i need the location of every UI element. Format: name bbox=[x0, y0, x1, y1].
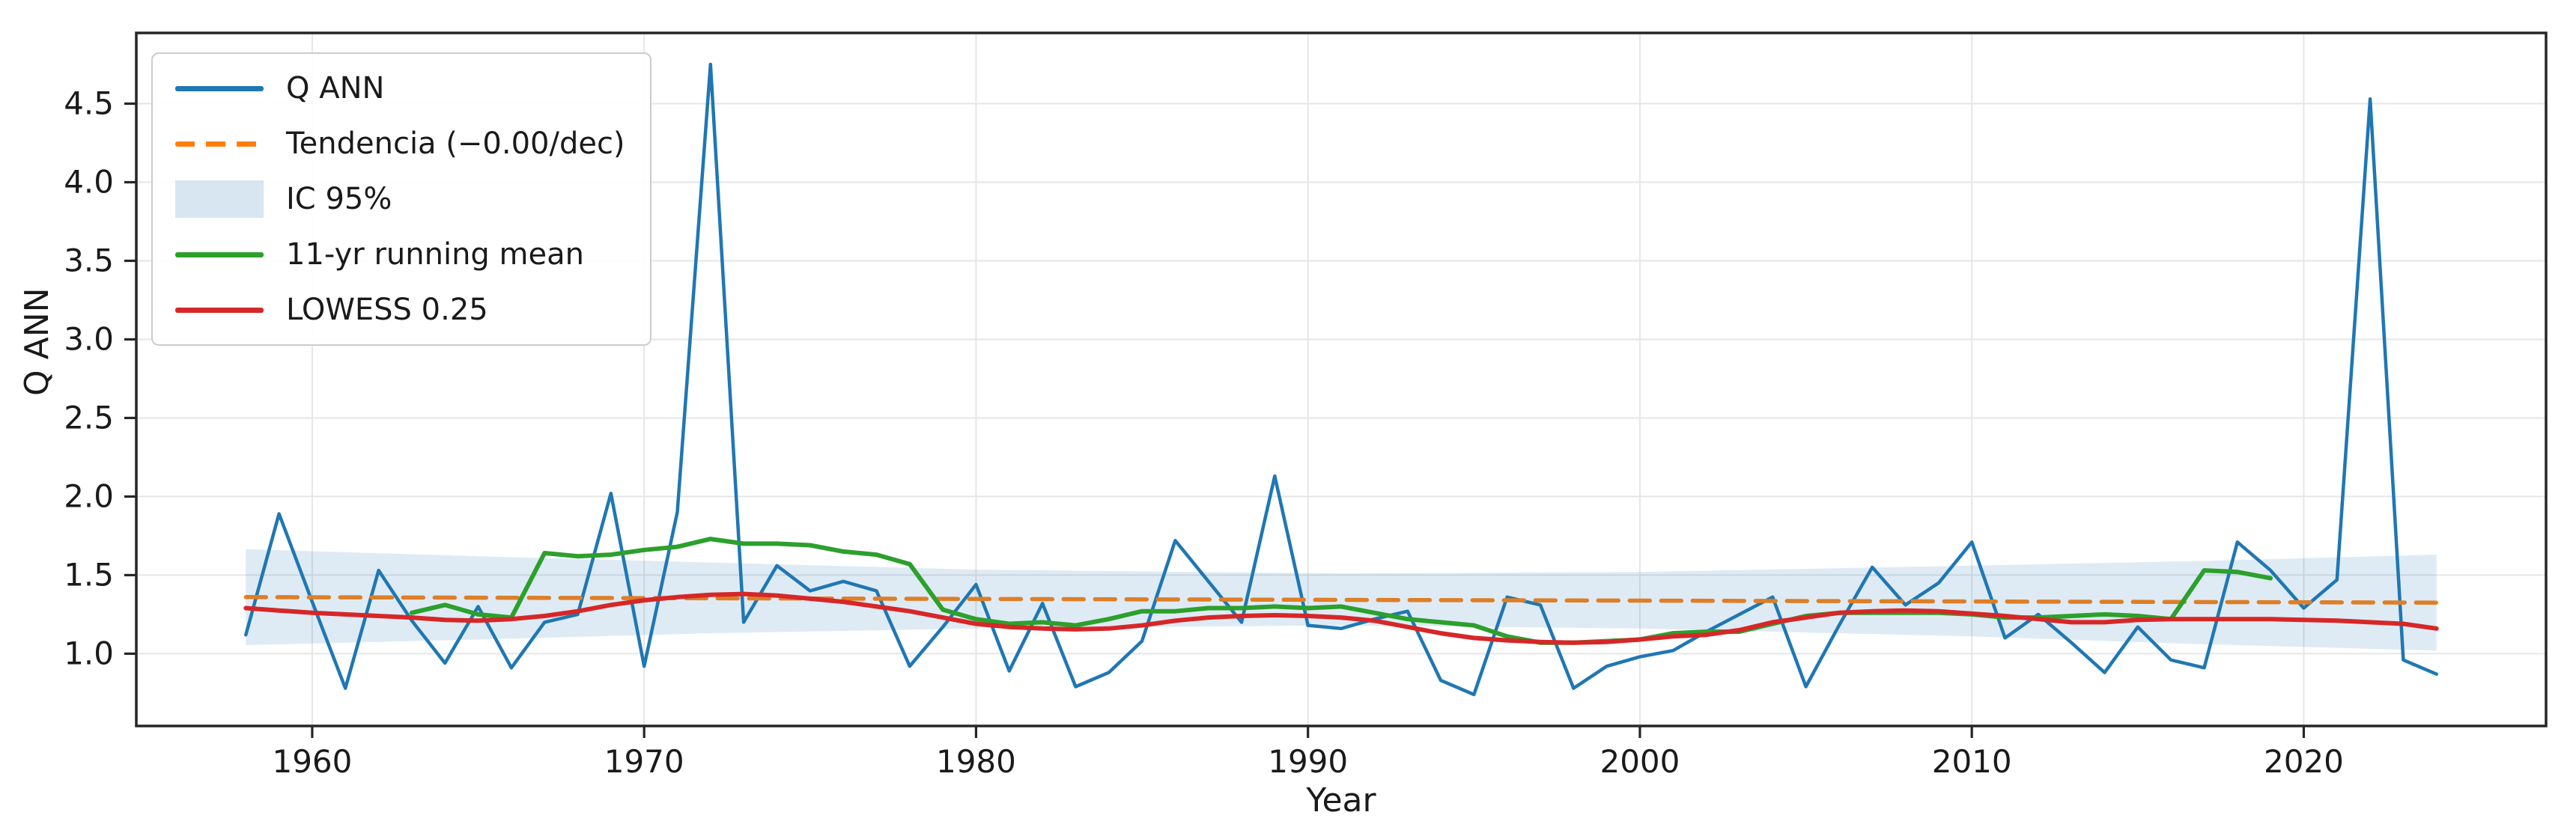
y-axis-label: Q ANN bbox=[18, 287, 56, 396]
legend-solid-handle-icon bbox=[175, 251, 264, 257]
x-tick-label: 2000 bbox=[1600, 743, 1680, 780]
x-tick-label: 1990 bbox=[1268, 743, 1348, 780]
legend-label: IC 95% bbox=[286, 182, 392, 216]
x-tick-label: 1980 bbox=[936, 743, 1016, 780]
legend-entry: Q ANN bbox=[175, 69, 628, 108]
y-tick-label: 1.0 bbox=[64, 635, 114, 671]
y-tick-label: 3.0 bbox=[64, 320, 114, 357]
x-tick-label: 2010 bbox=[1932, 743, 2012, 780]
legend-box: Q ANN Tendencia (−0.00/dec) IC 95% 11-yr ru… bbox=[151, 52, 651, 346]
legend-label: LOWESS 0.25 bbox=[286, 293, 488, 327]
lowess-line bbox=[243, 591, 2439, 645]
legend-label: Tendencia (−0.00/dec) bbox=[286, 126, 625, 161]
x-tick-label: 1970 bbox=[604, 743, 684, 780]
legend-entry: 11-yr running mean bbox=[175, 235, 628, 274]
x-tick-label: 2020 bbox=[2264, 743, 2344, 780]
legend-patch-handle-icon bbox=[175, 180, 264, 218]
legend-entry: IC 95% bbox=[175, 180, 628, 219]
x-tick-label: 1960 bbox=[272, 743, 352, 780]
ci-band bbox=[246, 549, 2437, 651]
y-tick-label: 4.5 bbox=[64, 85, 114, 121]
y-tick-label: 1.5 bbox=[64, 556, 114, 593]
legend-entry: LOWESS 0.25 bbox=[175, 290, 628, 329]
y-tick-label: 2.5 bbox=[64, 399, 114, 436]
legend-label: Q ANN bbox=[286, 71, 385, 106]
trend-line bbox=[243, 595, 2439, 605]
plot-border bbox=[135, 31, 2548, 727]
legend-entry: Tendencia (−0.00/dec) bbox=[175, 124, 628, 163]
y-tick-label: 3.5 bbox=[64, 242, 114, 278]
legend-solid-handle-icon bbox=[175, 307, 264, 313]
legend-solid-handle-icon bbox=[175, 85, 264, 91]
y-tick-label: 2.0 bbox=[64, 477, 114, 514]
y-tick-label: 4.0 bbox=[64, 163, 114, 200]
x-axis-label: Year bbox=[1306, 781, 1376, 820]
legend-label: 11-yr running mean bbox=[286, 237, 584, 272]
qann-line bbox=[244, 62, 2438, 697]
legend-dashed-handle-icon bbox=[175, 141, 264, 147]
